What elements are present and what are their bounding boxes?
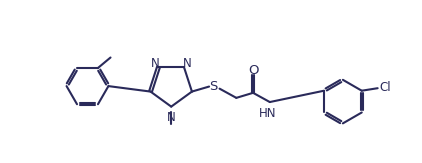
Text: N: N <box>151 57 160 70</box>
Text: N: N <box>167 111 176 124</box>
Text: N: N <box>183 57 192 70</box>
Text: Cl: Cl <box>379 81 391 94</box>
Text: O: O <box>248 64 258 77</box>
Text: HN: HN <box>259 107 276 120</box>
Text: S: S <box>209 80 217 93</box>
